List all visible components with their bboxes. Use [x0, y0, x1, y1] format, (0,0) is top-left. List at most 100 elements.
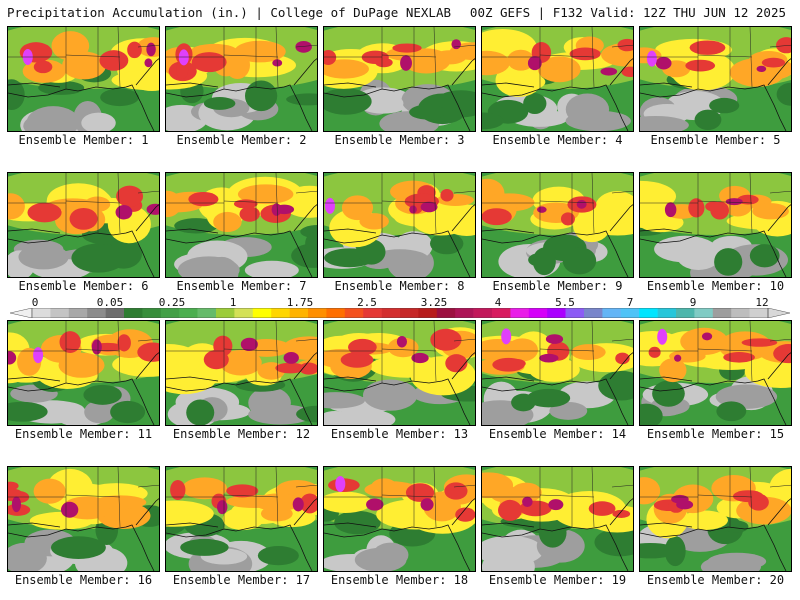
ensemble-panel: Ensemble Member: 14: [481, 320, 634, 442]
colorbar-tick-label: 2.5: [357, 296, 377, 309]
colorbar-segment: [124, 308, 143, 318]
colorbar-tick-label: 3.25: [420, 296, 448, 309]
precip-field: [482, 467, 633, 571]
precip-map: [165, 172, 318, 278]
colorbar-scale: [10, 308, 790, 318]
colorbar-segment: [271, 308, 290, 318]
precip-map: [323, 172, 476, 278]
ensemble-panel: Ensemble Member: 9: [481, 172, 634, 294]
ensemble-member-label: Ensemble Member: 6: [18, 279, 149, 293]
ensemble-panel: Ensemble Member: 19: [481, 466, 634, 588]
precip-field: [324, 321, 475, 425]
precipitation-colorbar: 0 0.05 0.25 1 1.75 2.5 3.25 4 5.5 7 9 12: [10, 296, 790, 320]
ensemble-member-label: Ensemble Member: 14: [488, 427, 627, 441]
precip-field: [482, 27, 633, 131]
precip-map: [323, 466, 476, 572]
ensemble-panel: Ensemble Member: 16: [7, 466, 160, 588]
colorbar-segment: [160, 308, 180, 318]
colorbar-segment: [602, 308, 622, 318]
colorbar-segment: [400, 308, 419, 318]
colorbar-segment: [565, 308, 585, 318]
ensemble-member-label: Ensemble Member: 16: [14, 573, 153, 587]
colorbar-segment: [363, 308, 382, 318]
precip-field: [166, 467, 317, 571]
colorbar-segment: [584, 308, 603, 318]
ensemble-member-label: Ensemble Member: 15: [646, 427, 785, 441]
colorbar-segment: [712, 308, 732, 318]
precip-map: [481, 466, 634, 572]
colorbar-segment: [620, 308, 640, 318]
colorbar-segment: [289, 308, 309, 318]
precip-field: [8, 321, 159, 425]
precip-map: [639, 466, 792, 572]
ensemble-member-label: Ensemble Member: 2: [176, 133, 307, 147]
precip-field: [166, 27, 317, 131]
colorbar-segment: [510, 308, 530, 318]
precip-field: [8, 27, 159, 131]
precip-map: [639, 320, 792, 426]
colorbar-segment: [749, 308, 769, 318]
colorbar-segment: [657, 308, 677, 318]
colorbar-segment: [676, 308, 695, 318]
precip-map: [481, 172, 634, 278]
colorbar-segment: [492, 308, 511, 318]
ensemble-member-label: Ensemble Member: 19: [488, 573, 627, 587]
colorbar-segment: [87, 308, 106, 318]
ensemble-panel: Ensemble Member: 13: [323, 320, 476, 442]
ensemble-panel: Ensemble Member: 3: [323, 26, 476, 148]
colorbar-segment: [179, 308, 198, 318]
ensemble-member-label: Ensemble Member: 10: [646, 279, 785, 293]
ensemble-panel: Ensemble Member: 4: [481, 26, 634, 148]
colorbar-segment: [528, 308, 548, 318]
precip-map: [165, 466, 318, 572]
colorbar-segment: [731, 308, 750, 318]
precip-map: [481, 26, 634, 132]
precip-map: [323, 26, 476, 132]
colorbar-segment: [436, 308, 456, 318]
colorbar-min-arrow: [10, 308, 33, 318]
precip-field: [8, 173, 159, 277]
precip-field: [324, 173, 475, 277]
colorbar-segment: [308, 308, 327, 318]
colorbar-max-arrow: [767, 308, 790, 318]
precip-field: [482, 321, 633, 425]
ensemble-member-label: Ensemble Member: 12: [172, 427, 311, 441]
ensemble-member-label: Ensemble Member: 18: [330, 573, 469, 587]
colorbar-segment: [547, 308, 566, 318]
colorbar-segment: [216, 308, 235, 318]
colorbar-segment: [455, 308, 474, 318]
ensemble-panel: Ensemble Member: 18: [323, 466, 476, 588]
ensemble-member-label: Ensemble Member: 11: [14, 427, 153, 441]
ensemble-member-label: Ensemble Member: 9: [492, 279, 623, 293]
ensemble-member-label: Ensemble Member: 4: [492, 133, 623, 147]
colorbar-segment: [105, 308, 125, 318]
ensemble-panel: Ensemble Member: 6: [7, 172, 160, 294]
colorbar-segment: [473, 308, 493, 318]
precip-field: [324, 27, 475, 131]
colorbar-tick-label: 0: [31, 296, 39, 309]
colorbar-tick-labels: 0 0.05 0.25 1 1.75 2.5 3.25 4 5.5 7 9 12: [10, 296, 790, 309]
colorbar-tick-label: 12: [755, 296, 769, 309]
colorbar-segment: [694, 308, 714, 318]
ensemble-panel: Ensemble Member: 15: [639, 320, 792, 442]
precip-field: [166, 173, 317, 277]
colorbar-segment: [326, 308, 346, 318]
ensemble-panel: Ensemble Member: 12: [165, 320, 318, 442]
ensemble-member-label: Ensemble Member: 8: [334, 279, 465, 293]
colorbar-tick-label: 1: [229, 296, 237, 309]
colorbar-tick-label: 1.75: [286, 296, 314, 309]
map-title: Precipitation Accumulation (in.) | Colle…: [7, 5, 452, 20]
colorbar-segment: [197, 308, 217, 318]
colorbar-tick-label: 4: [494, 296, 502, 309]
ensemble-panel: Ensemble Member: 10: [639, 172, 792, 294]
colorbar-tick-label: 9: [689, 296, 697, 309]
precip-field: [8, 467, 159, 571]
ensemble-panel: Ensemble Member: 5: [639, 26, 792, 148]
precip-field: [640, 321, 791, 425]
precip-field: [324, 467, 475, 571]
ensemble-panel: Ensemble Member: 1: [7, 26, 160, 148]
precip-field: [640, 467, 791, 571]
precip-map: [7, 320, 160, 426]
colorbar-tick-label: 0.05: [96, 296, 124, 309]
precip-map: [639, 172, 792, 278]
